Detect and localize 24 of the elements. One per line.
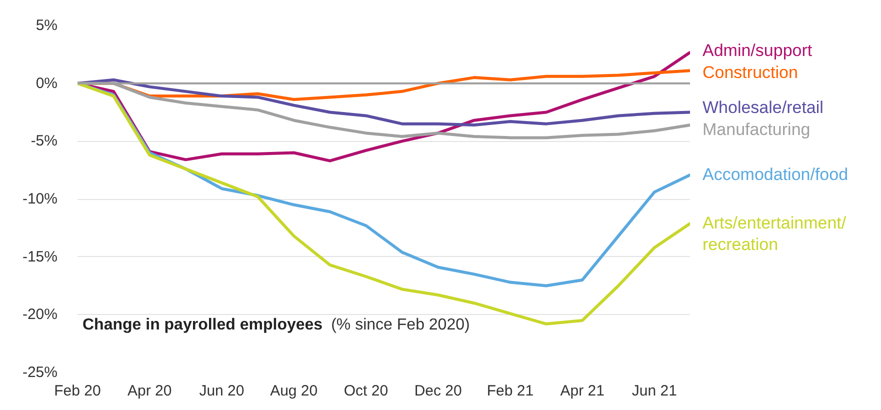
x-tick-label: Feb 21 (486, 382, 534, 400)
series-label: Construction (702, 62, 798, 82)
text: Change in payrolled employees (82, 316, 323, 334)
x-tick-label: Apr 21 (560, 382, 604, 400)
x-tick-label: Aug 20 (270, 382, 318, 400)
y-tick-label: -10% (22, 190, 58, 208)
series-label: Accomodation/food (702, 165, 848, 184)
y-tick-label: 0% (36, 74, 58, 92)
series-label: Wholesale/retail (702, 98, 824, 118)
y-tick-label: -20% (22, 306, 58, 324)
x-tick-label: Apr 20 (128, 382, 172, 400)
y-tick-label: -5% (30, 132, 58, 150)
series-label: Manufacturing (702, 120, 810, 140)
text: (% since Feb 2020) (331, 316, 470, 334)
x-tick-label: Feb 20 (54, 382, 101, 400)
y-tick-label: -25% (22, 364, 58, 381)
series-label: Admin/support (702, 40, 812, 60)
y-tick-label: -15% (22, 248, 58, 266)
series-label: Arts/entertainment/recreation (702, 213, 846, 254)
x-tick-label: Jun 21 (632, 382, 677, 400)
x-tick-label: Jun 20 (199, 382, 244, 400)
x-tick-label: Dec 20 (414, 382, 462, 400)
x-tick-label: Oct 20 (344, 382, 388, 400)
y-tick-label: 5% (36, 17, 58, 34)
